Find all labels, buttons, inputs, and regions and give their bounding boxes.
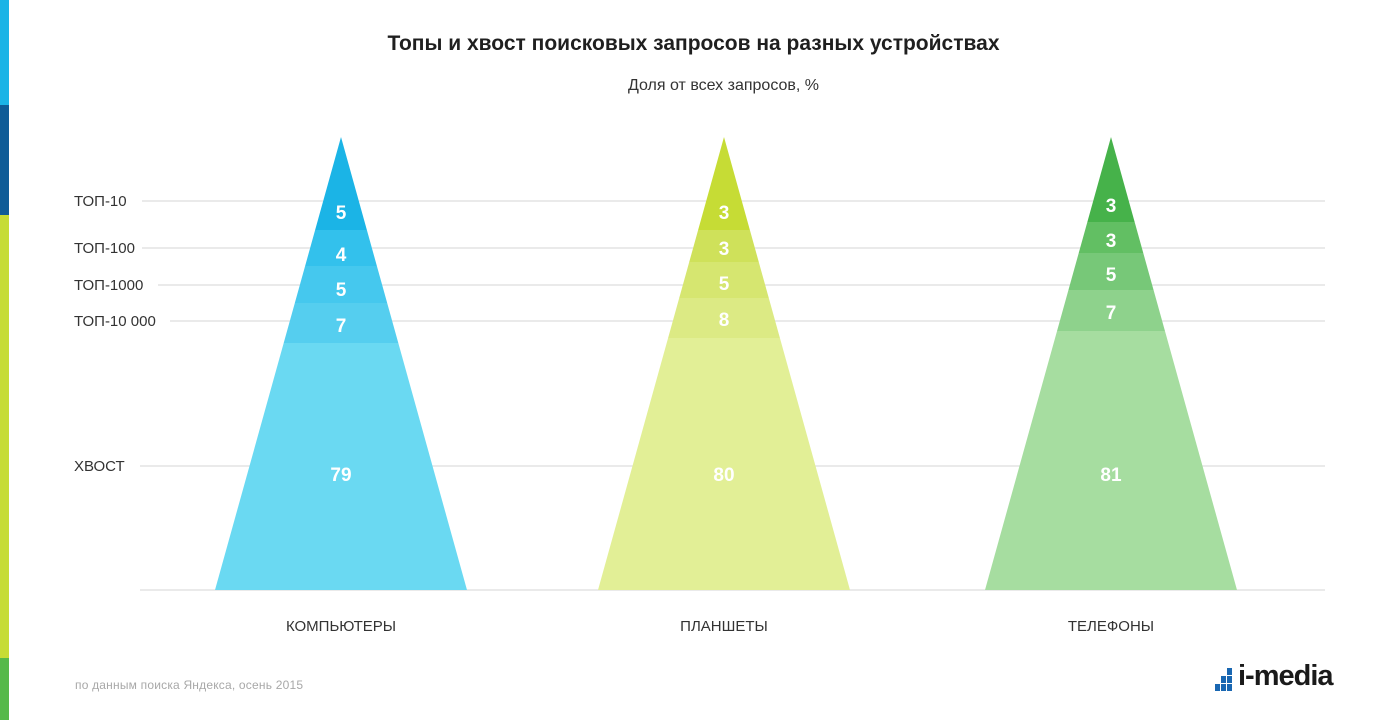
value-label: 8: [719, 310, 730, 331]
row-label: ХВОСТ: [74, 458, 125, 475]
value-label: 5: [336, 203, 347, 224]
pyramid-segment: [315, 137, 367, 230]
series-label: ПЛАНШЕТЫ: [680, 618, 768, 635]
accent-strip-segment: [0, 658, 9, 720]
series-label: ТЕЛЕФОНЫ: [1068, 618, 1154, 635]
value-label: 81: [1100, 465, 1122, 486]
accent-strip-segment: [0, 105, 9, 215]
value-label: 5: [336, 280, 347, 301]
value-label: 7: [1106, 303, 1117, 324]
accent-strip-segment: [0, 0, 9, 105]
pyramid-segment: [668, 298, 780, 338]
row-label: ТОП-100: [74, 240, 135, 257]
row-label: ТОП-10: [74, 193, 127, 210]
pyramid-chart: 5 4 5 7 79 КОМПЬЮТЕРЫ 3 3 5 8 80 ПЛАНШЕТЫ 3 3 5 7 81 ТЕЛЕ…: [74, 137, 1325, 635]
logo-wordmark: i-media: [1238, 660, 1334, 692]
accent-strip: [0, 0, 9, 720]
pyramid-segment: [1068, 253, 1154, 290]
value-label: 5: [1106, 265, 1117, 286]
pyramid-segment: [215, 343, 467, 590]
imedia-logo[interactable]: i-media: [1215, 660, 1334, 692]
pyramid-segment: [294, 266, 388, 303]
value-label: 79: [330, 465, 351, 486]
value-label: 3: [719, 203, 730, 224]
pyramid-segment: [689, 230, 759, 262]
pyramids: 5 4 5 7 79 КОМПЬЮТЕРЫ 3 3 5 8 80 ПЛАНШЕТЫ 3 3 5 7 81 ТЕЛЕ…: [215, 137, 1237, 635]
value-label: 7: [336, 316, 347, 337]
pyramid-3: 3 3 5 7 81 ТЕЛЕФОНЫ: [985, 137, 1237, 635]
source-note: по данным поиска Яндекса, осень 2015: [75, 678, 304, 692]
chart-title: Топы и хвост поисковых запросов на разны…: [387, 32, 1000, 55]
series-label: КОМПЬЮТЕРЫ: [286, 618, 396, 635]
value-label: 5: [719, 274, 730, 295]
pyramid-2: 3 3 5 8 80 ПЛАНШЕТЫ: [598, 137, 850, 635]
pyramid-segment: [679, 262, 769, 298]
row-labels: ТОП-10 ТОП-100 ТОП-1000 ТОП-10 000 ХВОСТ: [74, 193, 156, 475]
pyramid-segment: [698, 137, 750, 230]
value-label: 3: [719, 239, 730, 260]
pyramid-segment: [1078, 222, 1144, 253]
pyramid-segment: [598, 338, 850, 590]
pyramid-segment: [1057, 290, 1165, 331]
pyramid-segment: [985, 331, 1237, 590]
row-label: ТОП-10 000: [74, 313, 156, 330]
bars-logo-icon: [1215, 664, 1237, 691]
pyramid-segment: [1087, 137, 1135, 222]
chart-subtitle: Доля от всех запросов, %: [627, 77, 820, 94]
value-label: 3: [1106, 196, 1117, 217]
accent-strip-segment: [0, 215, 9, 658]
pyramid-1: 5 4 5 7 79 КОМПЬЮТЕРЫ: [215, 137, 467, 635]
value-label: 4: [336, 245, 347, 266]
row-label: ТОП-1000: [74, 277, 143, 294]
value-label: 80: [713, 465, 734, 486]
pyramid-segment: [283, 303, 399, 343]
value-label: 3: [1106, 231, 1117, 252]
pyramid-segment: [305, 230, 377, 266]
